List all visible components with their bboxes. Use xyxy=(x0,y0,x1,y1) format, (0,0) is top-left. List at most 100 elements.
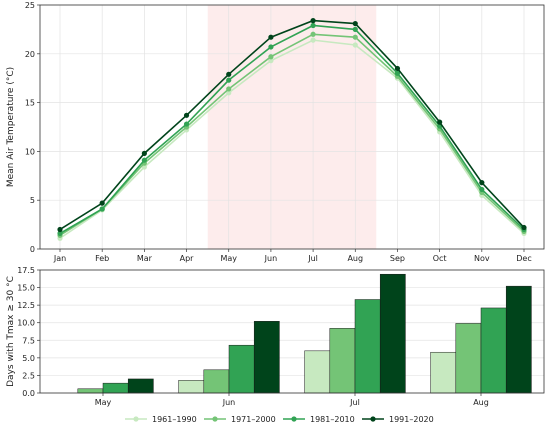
summer-month-tick-labels: May Jun Jul Aug xyxy=(95,393,489,407)
legend-label: 1971–2000 xyxy=(231,415,276,424)
hot-days-bar xyxy=(127,378,154,394)
temperature-data-point xyxy=(57,230,63,236)
temperature-data-point xyxy=(394,70,401,76)
temperature-plot-frame xyxy=(39,4,545,250)
hot-days-bar xyxy=(102,382,129,394)
temperature-y-tick-label: 20 xyxy=(25,50,35,59)
hot-days-bar xyxy=(430,351,457,394)
hot-days-y-tick-label: 0.0 xyxy=(22,389,35,398)
hot-days-bar xyxy=(505,285,532,394)
temperature-series-lines xyxy=(57,18,527,241)
temperature-data-point xyxy=(268,54,274,60)
temperature-data-point xyxy=(352,20,358,27)
legend-entry: 1961–1990 xyxy=(125,415,197,424)
temperature-data-point xyxy=(394,65,401,72)
hot-days-bar xyxy=(253,321,280,394)
hot-days-bar xyxy=(203,369,230,394)
hot-days-bars xyxy=(77,273,532,394)
hot-days-bar xyxy=(228,344,255,394)
period-legend: 1961–1990 1971–2000 1981–2010 1991–2020 xyxy=(125,415,434,424)
temperature-data-point xyxy=(352,26,358,32)
hot-days-bar xyxy=(178,380,205,394)
legend-marker xyxy=(212,416,218,422)
temperature-data-point xyxy=(352,34,358,40)
temperature-data-point xyxy=(226,77,232,83)
temperature-data-point xyxy=(141,150,147,156)
hot-days-tick-labels: 0.0 2.5 5.0 7.5 10.0 12.5 15.0 17.5 xyxy=(17,266,40,398)
temperature-y-tick-label: 15 xyxy=(25,99,35,108)
temperature-series-line xyxy=(59,39,525,239)
temperature-data-point xyxy=(226,71,232,77)
hot-days-y-tick-label: 17.5 xyxy=(17,266,35,275)
month-tick-label: Feb xyxy=(95,254,109,263)
month-tick-label: Jan xyxy=(53,254,66,263)
temperature-data-point xyxy=(310,22,316,29)
temperature-line-chart: Jan Feb Mar Apr May Jun Jul Aug Sep Oct Nov Dec 0 5 1… xyxy=(6,1,545,263)
hot-days-bar xyxy=(329,328,356,394)
temperature-data-point xyxy=(310,31,316,37)
temperature-data-point xyxy=(99,200,105,206)
legend-marker xyxy=(370,416,376,422)
legend-entry: 1981–2010 xyxy=(283,415,355,424)
legend-marker xyxy=(291,416,297,422)
temperature-series-line xyxy=(59,33,525,237)
temperature-data-point xyxy=(521,224,527,231)
month-tick-label: Jun xyxy=(264,254,278,263)
month-tick-label: Apr xyxy=(180,254,195,263)
temperature-data-point xyxy=(268,34,274,40)
temperature-series-1991–2020 xyxy=(57,18,527,233)
temperature-data-point xyxy=(183,112,190,118)
temperature-data-point xyxy=(310,37,316,43)
legend-label: 1961–1990 xyxy=(152,415,197,424)
hot-days-bar xyxy=(77,388,104,394)
summer-month-tick-label: Aug xyxy=(473,398,489,407)
temperature-data-point xyxy=(437,119,443,125)
temperature-series-line xyxy=(59,19,525,231)
temperature-data-point xyxy=(310,18,316,24)
hot-days-bar xyxy=(304,350,331,394)
temperature-y-tick-label: 5 xyxy=(30,196,35,205)
temperature-data-point xyxy=(99,206,105,212)
temperature-data-point xyxy=(268,58,274,64)
legend-entry: 1991–2020 xyxy=(362,415,434,424)
temperature-data-point xyxy=(57,226,63,233)
hot-days-y-tick-label: 10.0 xyxy=(17,319,35,328)
hot-days-y-tick-label: 7.5 xyxy=(22,336,35,345)
temperature-data-point xyxy=(226,86,232,92)
hot-days-bar xyxy=(354,299,381,394)
legend-marker xyxy=(133,416,139,422)
hot-days-y-axis-label: Days with Tmax ≥ 30 °C xyxy=(6,276,16,387)
temperature-y-axis-label: Mean Air Temperature (°C) xyxy=(6,67,16,187)
temperature-data-point xyxy=(183,121,190,127)
hot-days-y-tick-label: 15.0 xyxy=(17,284,35,293)
hot-days-bar xyxy=(455,323,482,394)
summer-month-tick-label: Jul xyxy=(349,398,360,407)
temperature-data-point xyxy=(226,90,232,96)
summer-month-tick-label: May xyxy=(95,398,112,407)
month-tick-label: Oct xyxy=(433,254,447,263)
month-tick-label: May xyxy=(220,254,237,263)
hot-days-bar xyxy=(480,307,507,394)
month-tick-label: Aug xyxy=(347,254,363,263)
hot-days-y-tick-label: 5.0 xyxy=(22,354,35,363)
temperature-data-point xyxy=(141,164,147,170)
temperature-data-point xyxy=(268,44,274,50)
legend-label: 1981–2010 xyxy=(310,415,355,424)
temperature-data-point xyxy=(479,180,485,186)
month-tick-label: Sep xyxy=(390,254,405,263)
hot-days-bar-chart: May Jun Jul Aug 0.0 2.5 5.0 7.5 10.0 12.5 15.0 17.… xyxy=(6,266,545,407)
temperature-tick-labels: 0 5 10 15 20 25 xyxy=(25,1,40,254)
hot-days-y-tick-label: 2.5 xyxy=(22,371,35,380)
legend-entry: 1971–2000 xyxy=(204,415,276,424)
temperature-y-tick-label: 25 xyxy=(25,1,35,10)
hot-days-plot-frame xyxy=(39,269,545,394)
temperature-data-point xyxy=(479,186,485,193)
temperature-data-point xyxy=(352,42,358,48)
summer-highlight-span xyxy=(207,5,377,249)
month-tick-labels: Jan Feb Mar Apr May Jun Jul Aug Sep Oct Nov Dec xyxy=(53,249,532,263)
hot-days-y-tick-label: 12.5 xyxy=(17,301,35,310)
month-tick-label: Mar xyxy=(137,254,153,263)
temperature-series-line xyxy=(59,24,525,235)
month-tick-label: Nov xyxy=(474,254,490,263)
